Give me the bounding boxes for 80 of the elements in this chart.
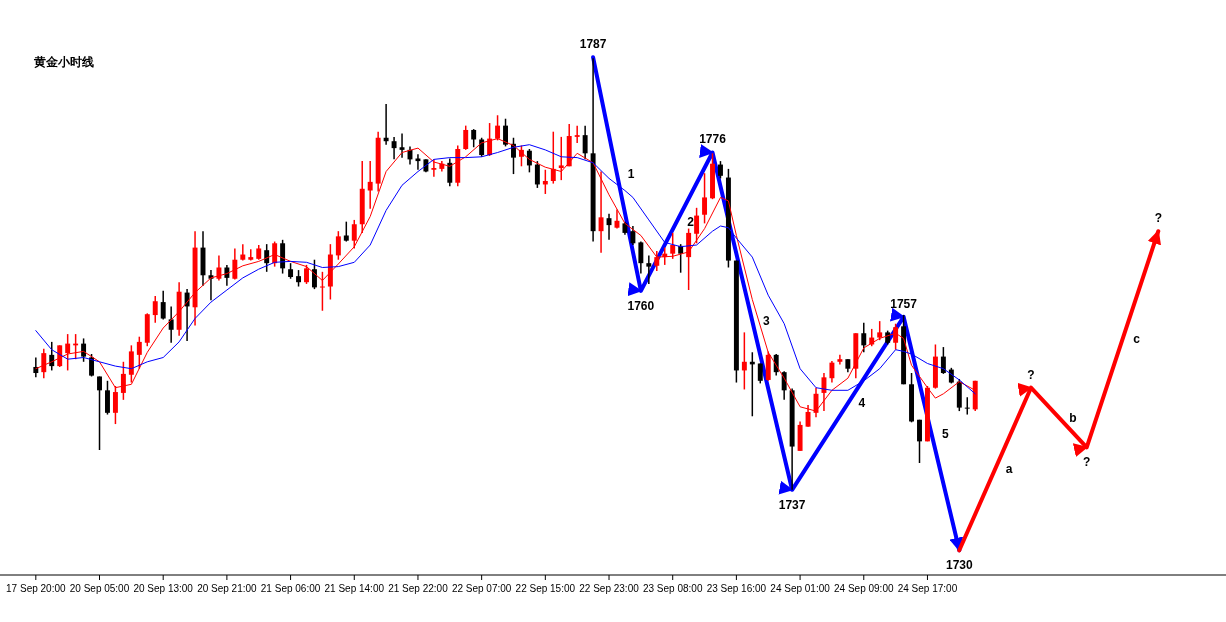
candlestick xyxy=(168,305,174,344)
candlestick xyxy=(136,335,142,370)
candlestick xyxy=(65,333,71,372)
data-label: 1776 xyxy=(699,132,727,147)
candlestick xyxy=(41,348,47,379)
candlestick xyxy=(335,230,341,261)
candlestick xyxy=(877,320,883,341)
candlestick xyxy=(232,247,238,281)
candlestick xyxy=(343,220,349,243)
candlestick xyxy=(646,254,652,285)
candlestick xyxy=(399,132,405,159)
candlestick xyxy=(829,360,835,384)
chart-title: 黄金小时线 xyxy=(33,55,94,69)
x-tick-label: 22 Sep 23:00 xyxy=(579,583,640,594)
x-tick-label: 21 Sep 22:00 xyxy=(388,583,449,594)
x-tick-label: 22 Sep 07:00 xyxy=(451,583,512,594)
data-label: ? xyxy=(1154,211,1162,226)
candlestick xyxy=(160,290,166,321)
x-tick-label: 23 Sep 16:00 xyxy=(706,583,767,594)
annotation: c xyxy=(1133,332,1141,347)
candlestick xyxy=(574,124,580,144)
annotation: 3 xyxy=(762,314,770,329)
x-tick-label: 21 Sep 06:00 xyxy=(260,583,321,594)
candlestick xyxy=(351,219,357,250)
data-label: 1730 xyxy=(945,558,973,573)
candlestick xyxy=(463,124,469,151)
x-tick-label: 20 Sep 21:00 xyxy=(197,583,258,594)
candlestick xyxy=(240,243,246,262)
annotation: 1 xyxy=(627,167,635,182)
candlestick xyxy=(152,295,158,324)
candlestick xyxy=(471,128,477,149)
candlestick xyxy=(654,250,660,272)
x-tick-label: 24 Sep 09:00 xyxy=(834,583,894,594)
x-tick-label: 24 Sep 01:00 xyxy=(770,583,831,594)
data-label: ? xyxy=(1027,367,1035,382)
candlestick xyxy=(120,361,126,401)
candlestick xyxy=(248,248,254,262)
candlestick xyxy=(311,258,317,290)
annotation: 5 xyxy=(942,426,950,441)
candlestick xyxy=(582,124,588,161)
candlestick xyxy=(81,337,87,363)
candlestick xyxy=(128,344,134,384)
candlestick xyxy=(304,264,309,285)
x-tick-label: 24 Sep 17:00 xyxy=(897,583,958,594)
annotation: a xyxy=(1005,462,1013,477)
candlestick xyxy=(105,380,110,416)
x-tick-label: 20 Sep 13:00 xyxy=(133,583,194,594)
x-tick-label: 22 Sep 15:00 xyxy=(515,583,576,594)
candlestick xyxy=(319,271,325,312)
candlestick xyxy=(741,331,747,391)
data-label: 1760 xyxy=(627,298,655,313)
x-tick-label: 21 Sep 14:00 xyxy=(324,583,385,594)
candlestick xyxy=(447,157,453,187)
data-label: 1757 xyxy=(890,296,918,311)
x-tick-label: 20 Sep 05:00 xyxy=(69,583,130,594)
candlestick xyxy=(893,322,899,351)
candlestick xyxy=(391,136,397,161)
candlestick xyxy=(97,375,102,451)
candlestick xyxy=(694,207,700,245)
candlestick xyxy=(638,240,644,275)
candlestick xyxy=(431,158,437,178)
candlestick xyxy=(630,225,636,246)
annotation: b xyxy=(1069,410,1077,425)
candlestick xyxy=(702,172,708,225)
x-tick-label: 17 Sep 20:00 xyxy=(6,583,67,594)
candlestick xyxy=(670,232,676,260)
candlestick xyxy=(917,418,922,464)
candlestick xyxy=(503,117,508,148)
data-label: 1737 xyxy=(778,497,806,512)
data-label: 1787 xyxy=(579,37,607,52)
annotation: 4 xyxy=(858,396,866,411)
candlestick xyxy=(534,160,540,189)
annotation: 2 xyxy=(687,214,695,229)
candlestick xyxy=(367,160,373,210)
candlestick xyxy=(598,170,604,254)
candlestick xyxy=(861,322,867,354)
data-label: ? xyxy=(1083,455,1091,470)
candlestick xyxy=(272,240,278,268)
candlestick xyxy=(216,254,222,282)
x-tick-label: 23 Sep 08:00 xyxy=(642,583,703,594)
